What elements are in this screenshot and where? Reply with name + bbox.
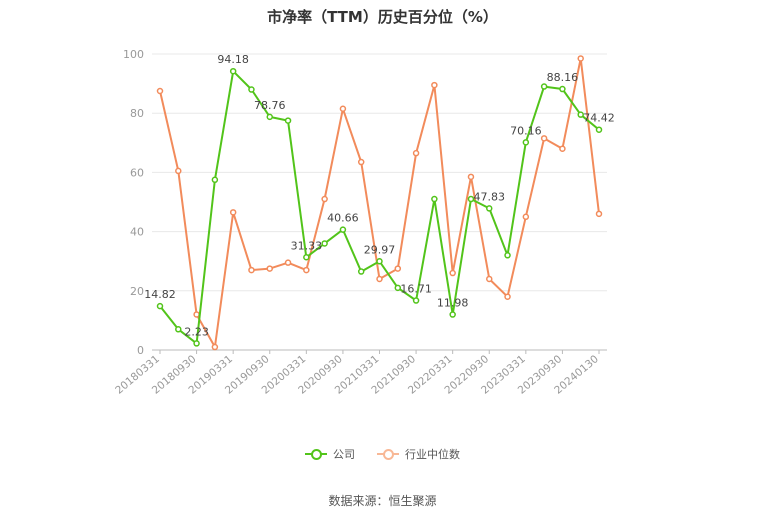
series-line — [159, 57, 600, 348]
data-point — [376, 275, 383, 283]
data-point — [175, 326, 182, 333]
data-point — [431, 81, 438, 89]
data-point — [522, 213, 530, 221]
data-point — [394, 284, 402, 292]
y-tick-label: 100 — [123, 48, 144, 61]
data-point — [357, 268, 365, 275]
data-point — [303, 266, 310, 274]
data-point — [357, 158, 365, 166]
data-label: 2.23 — [184, 325, 209, 338]
data-point — [559, 85, 566, 93]
data-point — [522, 139, 530, 146]
data-point — [486, 205, 493, 212]
data-point — [156, 87, 164, 95]
data-point — [156, 302, 164, 310]
series-line — [159, 70, 600, 345]
data-point — [540, 135, 548, 142]
data-point — [339, 226, 347, 233]
legend-swatch-company — [305, 448, 327, 460]
data-label: 14.82 — [144, 288, 176, 301]
data-point — [376, 258, 383, 265]
data-point — [540, 83, 548, 90]
data-point — [449, 311, 456, 318]
data-point — [303, 254, 310, 261]
data-point — [595, 126, 603, 133]
series-lines — [156, 55, 603, 351]
data-point — [467, 173, 475, 181]
data-point — [504, 293, 511, 300]
data-point — [559, 145, 566, 152]
data-point — [595, 210, 603, 218]
data-point — [449, 269, 456, 277]
legend-swatch-industry-median — [377, 448, 399, 460]
data-point — [431, 195, 438, 203]
data-point — [394, 265, 402, 272]
data-point — [229, 67, 237, 75]
data-point — [467, 195, 475, 203]
data-label: 31.33 — [291, 239, 323, 252]
data-label: 40.66 — [327, 212, 359, 225]
y-tick-label: 60 — [130, 166, 144, 179]
data-labels: 14.82 2.23 94.18 78.76 31.33 40.66 29.97 16.71 1… — [144, 53, 615, 338]
data-point — [284, 259, 292, 266]
data-point — [284, 117, 292, 124]
data-point — [339, 105, 347, 113]
data-label: 78.76 — [254, 99, 286, 112]
axes: 0204060801002018033120180930201903312019… — [113, 48, 607, 397]
y-tick-label: 80 — [130, 107, 144, 120]
data-point — [211, 176, 219, 184]
y-tick-label: 0 — [137, 344, 144, 357]
data-label: 29.97 — [364, 243, 396, 256]
legend-label-industry-median: 行业中位数 — [405, 448, 460, 461]
gridlines — [152, 53, 607, 292]
data-label: 94.18 — [217, 53, 249, 66]
data-point — [248, 86, 255, 93]
data-point — [577, 55, 584, 62]
data-point — [211, 343, 219, 351]
legend-label-company: 公司 — [333, 448, 355, 461]
data-point — [504, 252, 511, 259]
data-point — [175, 167, 182, 175]
data-source-note: 数据来源：恒生聚源 — [328, 494, 437, 508]
data-label: 74.42 — [583, 112, 615, 125]
data-label: 70.16 — [510, 124, 542, 137]
data-point — [193, 340, 200, 347]
y-tick-label: 20 — [130, 285, 144, 298]
data-point — [193, 311, 200, 318]
data-label: 16.71 — [400, 283, 432, 296]
chart-title: 市净率（TTM）历史百分位（%） — [267, 8, 498, 26]
data-label: 11.98 — [437, 297, 469, 310]
data-point — [248, 266, 255, 274]
data-point — [412, 297, 420, 304]
legend: 公司 行业中位数 — [0, 446, 765, 462]
data-point — [266, 113, 273, 121]
data-point — [266, 265, 273, 272]
data-point — [321, 195, 328, 203]
data-label: 47.83 — [474, 190, 506, 203]
data-point — [412, 149, 420, 157]
y-tick-label: 40 — [130, 226, 144, 239]
data-point — [229, 209, 237, 216]
legend-item-industry-median[interactable]: 行业中位数 — [377, 446, 460, 462]
data-point — [486, 275, 493, 283]
legend-item-company[interactable]: 公司 — [305, 446, 355, 462]
data-point — [577, 111, 584, 118]
data-point — [321, 240, 328, 247]
data-label: 88.16 — [547, 71, 579, 84]
